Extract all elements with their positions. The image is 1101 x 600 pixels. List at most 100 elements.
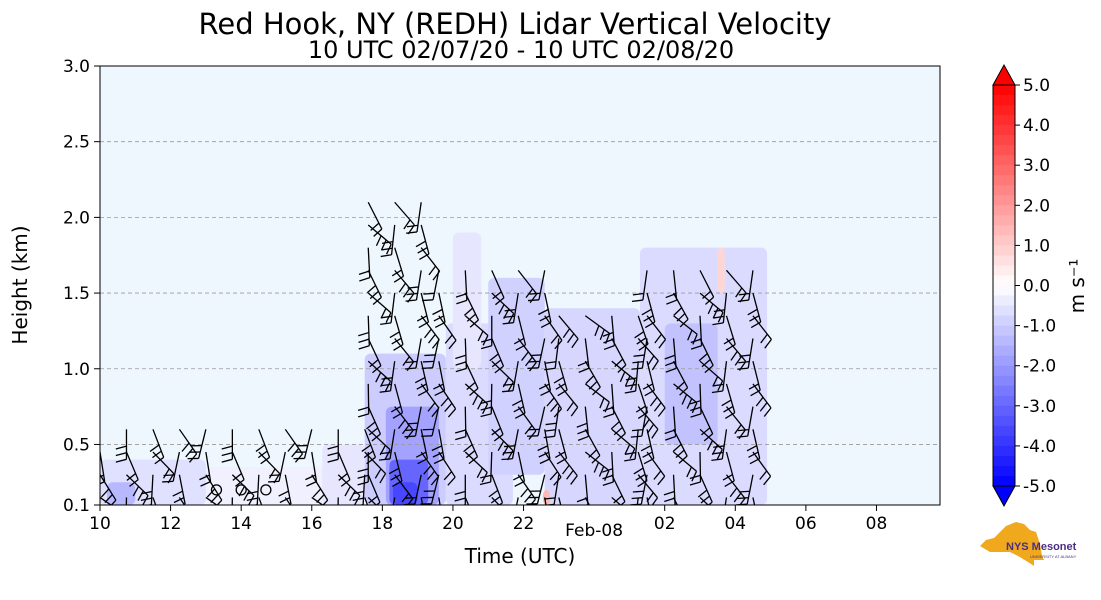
wind-barb-flag <box>370 222 380 231</box>
wind-barb-flag <box>375 501 381 505</box>
wind-barb-flag <box>737 497 749 500</box>
wind-barb-staff <box>584 474 589 505</box>
wind-barb-flag <box>384 380 392 392</box>
wind-barb-flag <box>414 376 426 384</box>
wind-barb-flag <box>327 452 339 457</box>
wind-barb-staff <box>752 292 762 323</box>
wind-barb-staff <box>491 406 504 435</box>
wind-barb-flag <box>494 365 504 374</box>
wind-barb-flag <box>432 308 443 316</box>
wind-barb-staff <box>284 474 292 505</box>
wind-barb-flag <box>511 399 523 407</box>
wind-barb-flag <box>327 521 338 524</box>
chart-subtitle: 10 UTC 02/07/20 - 10 UTC 02/08/20 <box>308 36 734 64</box>
wind-barb-staff <box>464 406 467 437</box>
wind-barb-flag <box>725 343 736 351</box>
wind-barb-flag <box>210 494 219 504</box>
wind-barb-flag <box>393 344 404 351</box>
wind-barb-flag <box>357 406 369 411</box>
wind-barb-staff <box>554 338 560 369</box>
wind-barb-flag <box>610 421 620 430</box>
wind-barb-staff <box>641 406 648 437</box>
wind-barb-staff <box>367 270 382 298</box>
wind-barb-flag <box>763 475 772 486</box>
wind-barb-flag <box>649 396 658 407</box>
wind-barb-flag <box>513 406 524 413</box>
wind-barb-staff <box>747 338 754 369</box>
wind-barb-flag <box>380 254 392 258</box>
wind-barb-flag <box>748 383 759 390</box>
wind-barb-flag <box>687 329 693 341</box>
wind-barb-staff <box>490 451 493 483</box>
wind-barb-flag <box>528 430 537 440</box>
wind-barb-flag <box>380 308 387 319</box>
wind-barb-flag <box>717 518 722 528</box>
wind-barb-flag <box>539 527 549 531</box>
wind-barb-staff <box>672 406 677 437</box>
wind-barb-flag <box>357 474 369 479</box>
wind-barb-flag <box>216 499 223 505</box>
wind-barb-flag <box>488 489 499 498</box>
wind-barb-flag <box>675 518 683 525</box>
wind-barb-staff <box>722 361 728 392</box>
wind-barb-flag <box>544 497 556 500</box>
wind-barb-staff <box>367 406 382 435</box>
wind-barb-staff <box>746 474 754 505</box>
wind-barb-flag <box>340 479 351 487</box>
wind-barb-flag <box>520 488 529 498</box>
wind-barb-staff <box>699 292 724 313</box>
wind-barb-flag <box>689 474 701 480</box>
wind-barb-flag <box>747 308 758 316</box>
wind-barb-flag <box>260 456 270 465</box>
wind-barb-flag <box>380 315 392 319</box>
wind-barb-flag <box>634 331 645 339</box>
wind-barb-staff <box>724 497 728 505</box>
x-tick-label: 02 <box>654 514 676 534</box>
wind-barb-flag <box>404 367 417 370</box>
wind-barb-flag <box>480 338 492 343</box>
wind-barb-flag <box>447 476 456 486</box>
wind-barb-staff <box>337 497 339 505</box>
wind-barb-flag <box>544 429 556 432</box>
wind-barb-flag <box>553 514 563 519</box>
wind-barb-flag <box>624 390 636 394</box>
wind-barb-flag <box>115 521 126 524</box>
wind-barb-staff <box>646 315 667 340</box>
colorbar-band <box>993 395 1015 407</box>
wind-barb-flag <box>200 481 211 487</box>
wind-barb-flag <box>515 344 526 351</box>
wind-barb-flag <box>763 407 772 417</box>
wind-barb-staff <box>642 270 648 301</box>
wind-barb-staff <box>491 474 504 503</box>
wind-barb-staff <box>699 315 703 346</box>
wind-barb-staff <box>544 383 563 410</box>
wind-barb-staff <box>584 315 610 334</box>
wind-barb-staff <box>311 451 318 482</box>
wind-barb-flag <box>357 481 369 486</box>
wind-barb-flag <box>707 303 714 315</box>
wind-barb-flag <box>692 333 698 345</box>
wind-barb-flag <box>712 451 724 455</box>
wind-barb-flag <box>642 451 653 458</box>
wind-barb-flag <box>529 293 538 304</box>
wind-barb-staff <box>699 338 714 366</box>
wind-barb-flag <box>566 401 575 412</box>
wind-barb-flag <box>268 468 276 479</box>
wind-barb-flag <box>711 458 723 462</box>
wind-barb-flag <box>663 490 675 496</box>
wind-barb-flag <box>544 367 556 371</box>
wind-barb-flag <box>352 497 364 502</box>
colorbar-tick-label: -1.0 <box>1023 317 1056 337</box>
wind-barb-flag <box>480 345 492 350</box>
wind-barb-flag <box>538 451 550 458</box>
colorbar-band <box>993 255 1015 267</box>
wind-barb-flag <box>501 527 512 528</box>
wind-barb-flag <box>703 433 714 442</box>
wind-barb-flag <box>416 520 426 525</box>
wind-barb-flag <box>701 427 711 436</box>
wind-barb-flag <box>185 517 192 525</box>
wind-barb-flag <box>555 520 565 525</box>
wind-barb-staff <box>640 474 648 505</box>
wind-barb-flag <box>129 479 139 487</box>
